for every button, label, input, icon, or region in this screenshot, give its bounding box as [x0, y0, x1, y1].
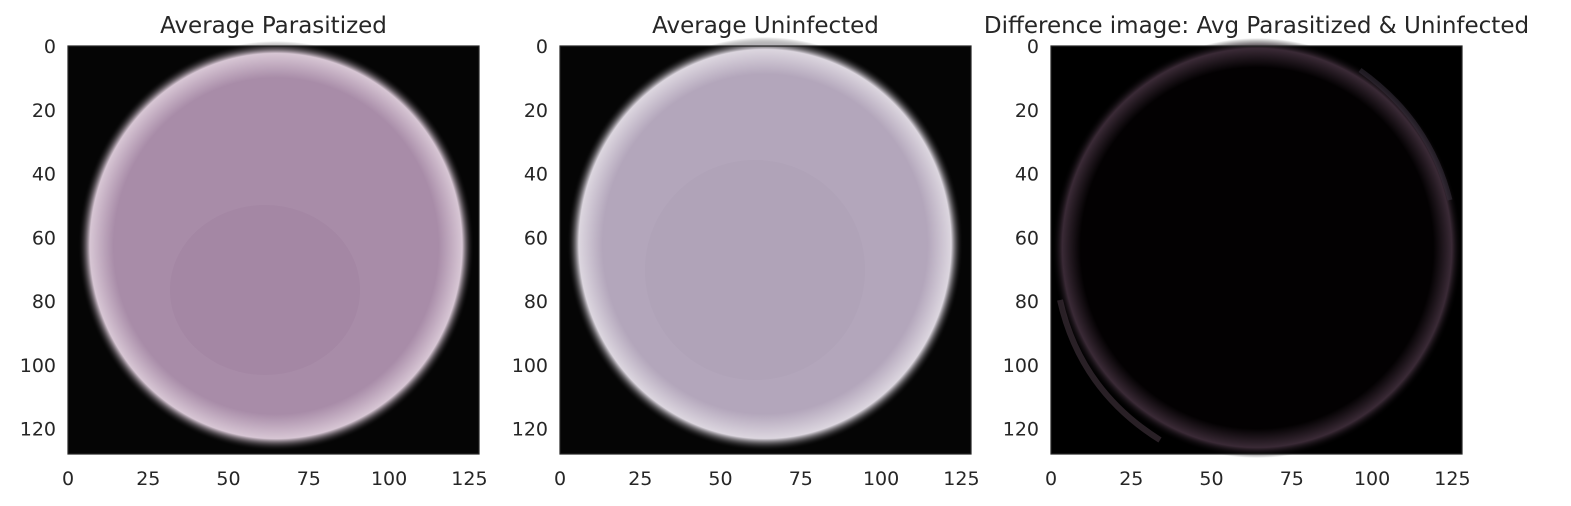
panel-difference-image: Difference image: Avg Parasitized & Unin… — [984, 13, 1529, 490]
x-tick-label: 75 — [297, 468, 321, 490]
y-tick-label: 120 — [512, 419, 548, 441]
y-ticks: 0 20 40 60 80 100 120 — [1003, 36, 1039, 441]
x-tick-label: 50 — [1199, 468, 1223, 490]
x-tick-label: 125 — [1434, 468, 1470, 490]
y-tick-label: 80 — [32, 291, 56, 313]
y-tick-label: 40 — [524, 164, 548, 186]
x-tick-label: 0 — [554, 468, 566, 490]
x-tick-label: 100 — [1354, 468, 1390, 490]
x-tick-label: 50 — [216, 468, 240, 490]
cell-image — [78, 41, 474, 451]
x-tick-label: 125 — [943, 468, 979, 490]
x-tick-label: 0 — [62, 468, 74, 490]
plot-frame — [1050, 45, 1463, 455]
y-tick-label: 120 — [1003, 419, 1039, 441]
y-tick-label: 80 — [524, 291, 548, 313]
cell-image — [567, 37, 963, 451]
y-tick-label: 0 — [44, 36, 56, 58]
x-tick-label: 25 — [1119, 468, 1143, 490]
panel-title: Average Parasitized — [160, 13, 387, 39]
y-tick-label: 20 — [32, 100, 56, 122]
y-tick-label: 60 — [524, 227, 548, 249]
panel-title: Difference image: Avg Parasitized & Unin… — [984, 13, 1529, 39]
panel-average-uninfected: Average Uninfected 0 25 50 75 100 125 0 20 40 60… — [512, 13, 980, 490]
panel-average-parasitized: Average Parasitized 0 25 50 75 100 125 0 20 40 6… — [20, 13, 488, 490]
x-tick-label: 25 — [628, 468, 652, 490]
x-tick-label: 125 — [451, 468, 487, 490]
y-tick-label: 40 — [32, 164, 56, 186]
y-tick-label: 100 — [512, 355, 548, 377]
y-ticks: 0 20 40 60 80 100 120 — [512, 36, 548, 441]
x-tick-label: 0 — [1045, 468, 1057, 490]
x-tick-label: 100 — [863, 468, 899, 490]
cell-shade — [645, 160, 865, 380]
y-tick-label: 0 — [536, 36, 548, 58]
ring-highlight — [1358, 67, 1453, 201]
x-tick-label: 25 — [136, 468, 160, 490]
x-tick-label: 50 — [708, 468, 732, 490]
x-ticks: 0 25 50 75 100 125 — [1045, 468, 1471, 490]
y-tick-label: 40 — [1015, 164, 1039, 186]
y-tick-label: 20 — [524, 100, 548, 122]
ring-highlight — [1057, 299, 1162, 443]
x-ticks: 0 25 50 75 100 125 — [62, 468, 488, 490]
y-tick-label: 120 — [20, 419, 56, 441]
y-tick-label: 100 — [1003, 355, 1039, 377]
panel-title: Average Uninfected — [652, 13, 879, 39]
x-tick-label: 75 — [1280, 468, 1304, 490]
y-tick-label: 100 — [20, 355, 56, 377]
x-ticks: 0 25 50 75 100 125 — [554, 468, 980, 490]
x-tick-label: 75 — [789, 468, 813, 490]
plot-frame — [559, 45, 972, 455]
cell-shade — [170, 205, 360, 375]
y-tick-label: 0 — [1027, 36, 1039, 58]
x-tick-label: 100 — [371, 468, 407, 490]
y-tick-label: 60 — [32, 227, 56, 249]
y-tick-label: 60 — [1015, 227, 1039, 249]
cell-image — [1052, 38, 1462, 458]
y-tick-label: 80 — [1015, 291, 1039, 313]
plot-frame — [67, 45, 480, 455]
y-tick-label: 20 — [1015, 100, 1039, 122]
y-ticks: 0 20 40 60 80 100 120 — [20, 36, 56, 441]
